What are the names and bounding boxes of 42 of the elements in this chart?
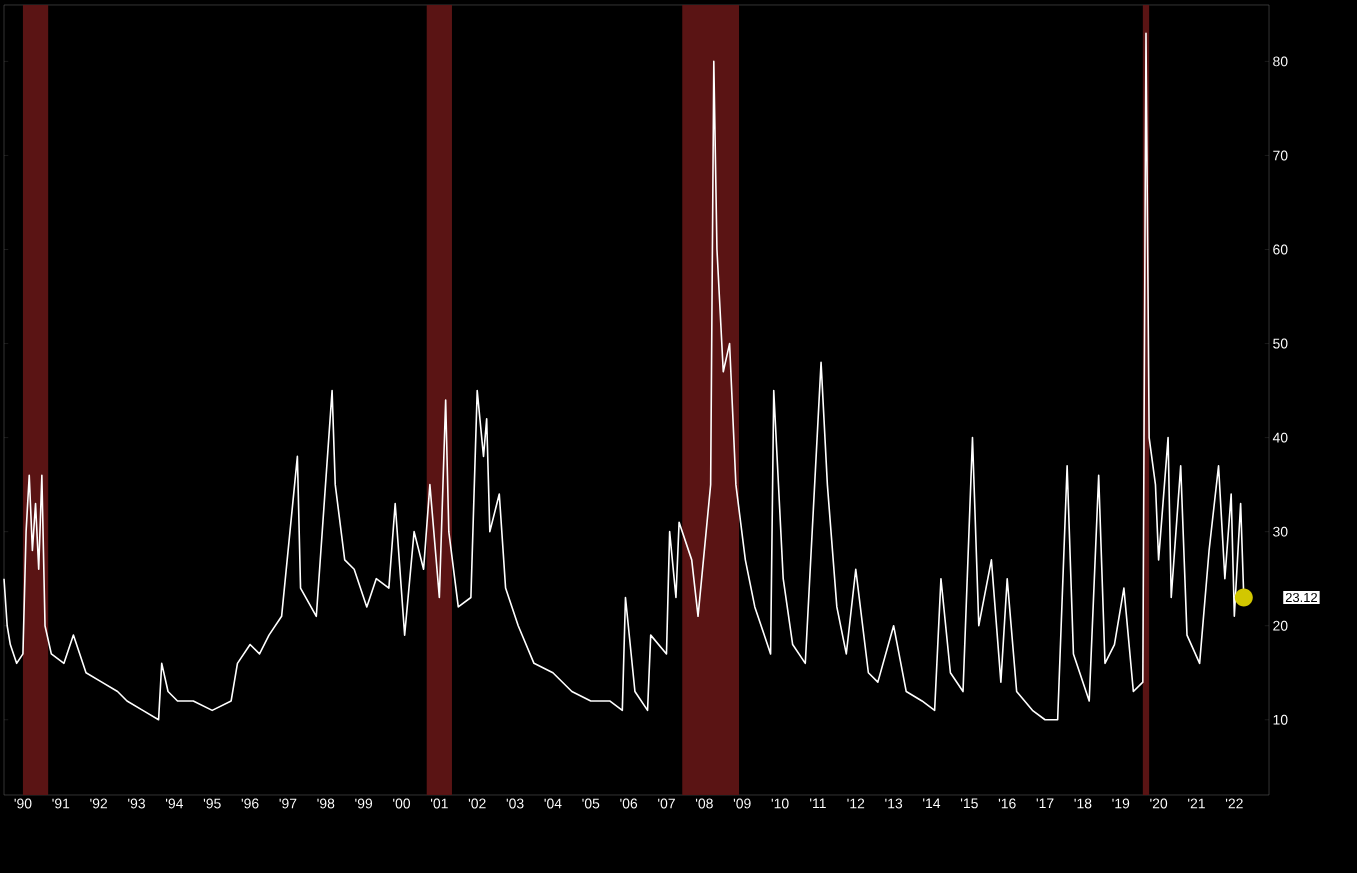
x-tick-label: '12 (847, 798, 865, 809)
x-tick-label: '19 (1112, 798, 1130, 809)
text: 23.12 (1285, 592, 1317, 603)
x-tick-label: '15 (960, 798, 978, 809)
y-tick-label: 30 (1273, 526, 1288, 537)
x-tick-label: '14 (923, 798, 941, 809)
y-tick-label: 70 (1273, 150, 1288, 161)
x-tick-label: '17 (1036, 798, 1054, 809)
x-tick-label: '21 (1188, 798, 1205, 809)
x-tick-label: '00 (393, 798, 411, 809)
x-tick-label: '20 (1150, 798, 1168, 809)
x-tick-label: '22 (1225, 798, 1243, 809)
x-tick-label: '08 (695, 798, 713, 809)
x-tick-label: '92 (90, 798, 108, 809)
y-tick-label: 20 (1273, 620, 1288, 631)
x-tick-label: '95 (203, 798, 221, 809)
x-tick-label: '91 (52, 798, 70, 809)
x-tick-label: '13 (885, 798, 903, 809)
y-tick-label: 10 (1273, 714, 1288, 725)
x-tick-label: '11 (810, 798, 826, 809)
x-tick-label: '10 (771, 798, 789, 809)
x-tick-label: '94 (165, 798, 184, 809)
y-tick-label: 40 (1272, 432, 1288, 443)
x-tick-label: '04 (544, 798, 562, 809)
x-tick-label: '09 (733, 798, 751, 809)
x-tick-label: '98 (317, 798, 335, 809)
x-tick-label: '02 (468, 798, 486, 809)
x-tick-label: '01 (430, 798, 448, 809)
x-tick-label: '06 (620, 798, 638, 809)
x-tick-label: '07 (658, 798, 675, 809)
x-tick-label: '99 (355, 798, 373, 809)
x-tick-label: '93 (128, 798, 145, 809)
x-tick-label: '96 (241, 798, 259, 809)
x-tick-label: '05 (582, 798, 600, 809)
x-tick-label: '97 (279, 798, 297, 809)
x-tick-label: '03 (506, 798, 524, 809)
x-tick-label: '18 (1074, 798, 1092, 809)
y-tick-label: 60 (1273, 244, 1288, 255)
y-tick-label: 80 (1273, 56, 1288, 67)
x-tick-label: '90 (14, 798, 32, 809)
x-tick-label: '16 (998, 798, 1016, 809)
y-tick-label: 50 (1273, 338, 1288, 349)
